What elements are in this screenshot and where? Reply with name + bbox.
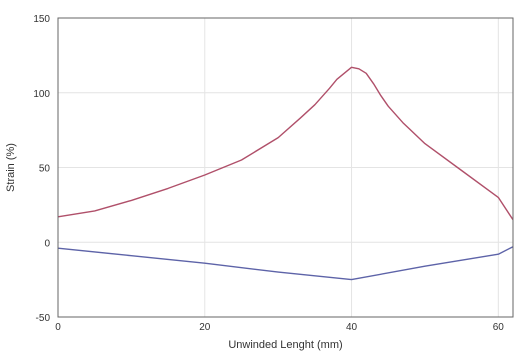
y-tick-label: 100: [33, 89, 50, 100]
y-tick-label: 0: [44, 238, 50, 249]
series-line-1: [57, 66, 514, 221]
series-layer: [57, 66, 514, 281]
y-tick-label: 50: [39, 164, 51, 175]
x-tick-label: 20: [199, 322, 211, 333]
x-tick-label: 60: [493, 322, 505, 333]
y-axis-label: Strain (%): [5, 143, 17, 192]
series-line-2: [57, 246, 514, 281]
y-tick-label: 150: [33, 14, 50, 25]
plot-frame: [57, 17, 514, 318]
x-tick-label: 40: [346, 322, 358, 333]
x-axis-label: Unwinded Lenght (mm): [228, 339, 342, 351]
y-tick-label: -50: [36, 313, 51, 324]
x-tick-label: 0: [55, 322, 61, 333]
tick-labels: 0 20 40 60 -50 0 50 100 150: [33, 14, 504, 333]
